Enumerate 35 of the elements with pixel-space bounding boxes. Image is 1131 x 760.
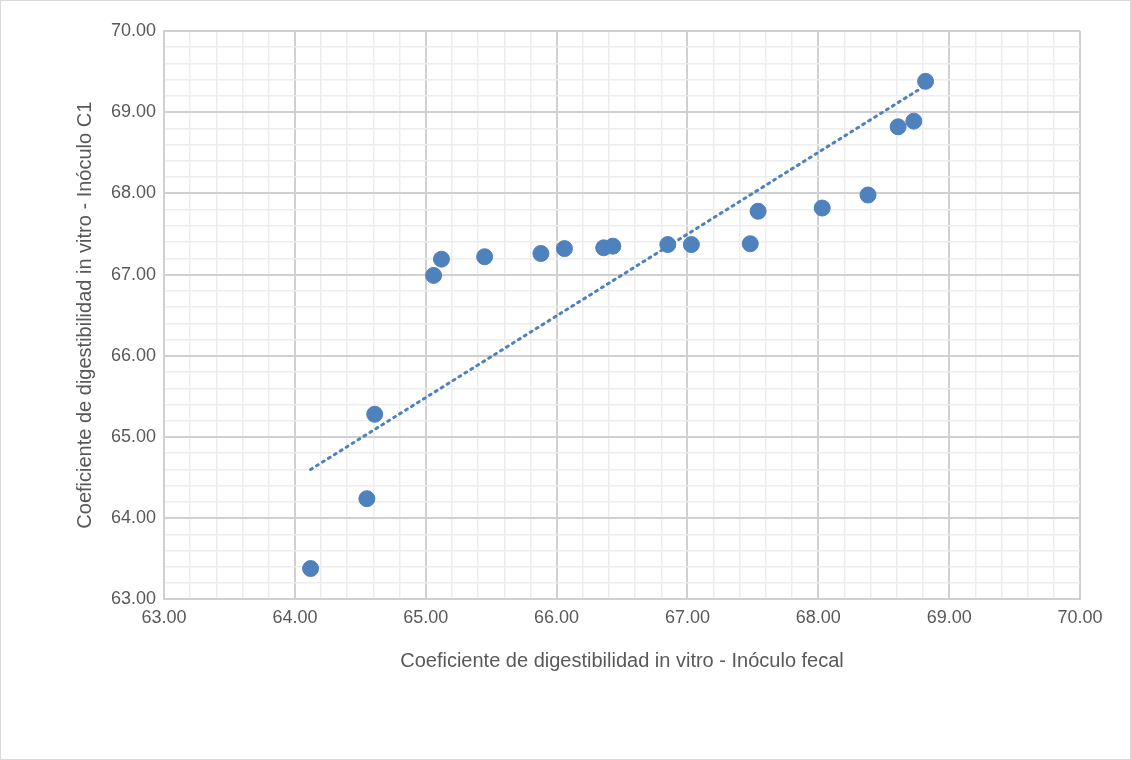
point [366, 405, 384, 423]
point [905, 112, 923, 130]
y-tick-label: 63.00 [111, 588, 157, 609]
x-tick-label: 67.00 [664, 607, 710, 628]
x-tick-label: 64.00 [272, 607, 318, 628]
point [476, 248, 494, 266]
y-tick-label: 65.00 [111, 425, 157, 446]
y-tick-label: 68.00 [111, 182, 157, 203]
x-tick-label: 66.00 [534, 607, 580, 628]
point [432, 250, 450, 268]
point [682, 236, 700, 254]
point [889, 118, 907, 136]
y-tick-label: 69.00 [111, 101, 157, 122]
point [532, 244, 550, 262]
y-tick-label: 70.00 [111, 19, 157, 40]
y-tick-label: 67.00 [111, 263, 157, 284]
x-tick-label: 69.00 [926, 607, 972, 628]
y-axis-title: Coeficiente de digestibilidad in vitro - Inóculo C1 [72, 101, 95, 529]
point [741, 235, 759, 253]
point [749, 202, 767, 220]
x-axis-title: Coeficiente de digestibilidad in vitro - Inóculo fecal [400, 648, 844, 671]
x-tick-label: 68.00 [795, 607, 841, 628]
point [917, 72, 935, 90]
y-tick-label: 66.00 [111, 344, 157, 365]
x-tick-label: 65.00 [403, 607, 449, 628]
point [358, 490, 376, 508]
point [302, 560, 320, 578]
point [813, 199, 831, 217]
point [859, 186, 877, 204]
y-tick-label: 64.00 [111, 507, 157, 528]
point [659, 236, 677, 254]
point [425, 266, 443, 284]
point [555, 240, 573, 258]
x-tick-label: 70.00 [1057, 607, 1103, 628]
x-tick-label: 63.00 [141, 607, 187, 628]
